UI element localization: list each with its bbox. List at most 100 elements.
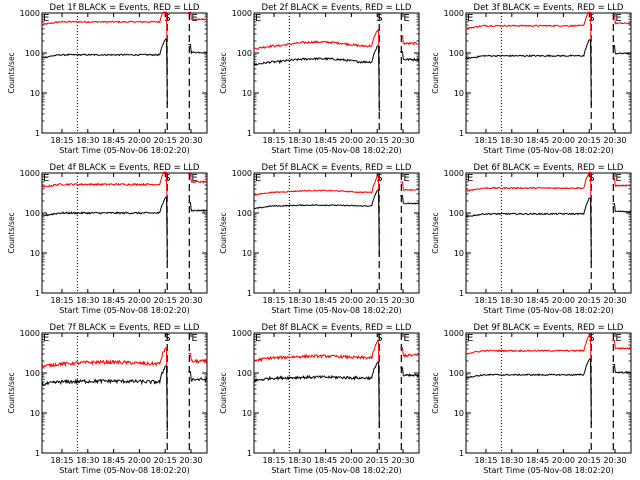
plot-frame xyxy=(253,172,420,294)
panel-title: Det 3f BLACK = Events, RED = LLD xyxy=(474,3,624,13)
x-tick-label: 20:30 xyxy=(603,296,626,305)
e-marker-label: E xyxy=(403,333,409,344)
e-marker-label: E xyxy=(615,173,621,184)
y-tick-label: 10 xyxy=(242,89,252,98)
e-marker-label: E xyxy=(615,13,621,24)
event-rate-series xyxy=(253,45,420,112)
lld-rate-series xyxy=(253,175,420,242)
x-axis-label: Start Time (05-Nov-08 18:02:20) xyxy=(271,146,401,155)
x-tick-label: 18:30 xyxy=(76,136,99,145)
x-tick-label: 20:00 xyxy=(552,296,575,305)
plot-frame xyxy=(253,12,420,134)
panel-2: Det 2f BLACK = Events, RED = LLD 1 10 100 10… xyxy=(219,3,420,155)
s-marker-label: S xyxy=(164,173,170,184)
panel-7: Det 7f BLACK = Events, RED = LLD 1 10 100 10… xyxy=(7,323,208,475)
event-rate-series xyxy=(253,361,420,428)
x-tick-label: 18:15 xyxy=(474,296,497,305)
x-tick-label: 18:15 xyxy=(50,456,73,465)
y-tick-label: 100 xyxy=(237,49,252,58)
x-tick-label: 18:15 xyxy=(262,296,285,305)
plot-frame xyxy=(41,12,208,134)
x-axis-label: Start Time (05-Nov-08 18:02:20) xyxy=(59,306,189,315)
x-axis-label: Start Time (05-Nov-08 18:02:20) xyxy=(483,466,613,475)
y-tick-label: 1000 xyxy=(20,169,40,178)
s-marker-label: S xyxy=(376,333,382,344)
x-tick-label: 18:45 xyxy=(102,136,125,145)
x-tick-label: 20:15 xyxy=(154,456,177,465)
y-tick-label: 1000 xyxy=(232,9,252,18)
x-tick-label: 20:00 xyxy=(128,456,151,465)
e-marker-label: E xyxy=(615,333,621,344)
x-tick-label: 20:30 xyxy=(391,296,414,305)
event-rate-series xyxy=(465,358,632,425)
y-tick-label: 1000 xyxy=(232,169,252,178)
x-tick-label: 20:00 xyxy=(552,456,575,465)
x-tick-label: 18:45 xyxy=(314,456,337,465)
x-tick-label: 20:00 xyxy=(340,296,363,305)
y-tick-label: 1000 xyxy=(444,169,464,178)
x-tick-label: 18:15 xyxy=(474,136,497,145)
x-tick-label: 18:45 xyxy=(314,296,337,305)
x-tick-label: 18:45 xyxy=(102,456,125,465)
panel-5: Det 5f BLACK = Events, RED = LLD 1 10 100 10… xyxy=(219,163,420,315)
panel-6: Det 6f BLACK = Events, RED = LLD 1 10 100 10… xyxy=(431,163,632,315)
x-tick-label: 18:30 xyxy=(76,296,99,305)
x-tick-label: 18:30 xyxy=(76,456,99,465)
plot-frame xyxy=(465,172,632,294)
e-marker-label: E xyxy=(467,173,473,184)
panel-9: Det 9f BLACK = Events, RED = LLD 1 10 100 10… xyxy=(431,323,632,475)
x-tick-label: 20:30 xyxy=(391,456,414,465)
x-tick-label: 20:15 xyxy=(578,456,601,465)
y-tick-label: 1 xyxy=(247,129,252,138)
y-tick-label: 100 xyxy=(449,369,464,378)
lld-rate-series xyxy=(41,347,208,414)
plot-frame xyxy=(41,332,208,454)
plot-frame xyxy=(465,12,632,134)
x-tick-label: 20:15 xyxy=(366,296,389,305)
lld-rate-series xyxy=(41,171,207,234)
e-marker-label: E xyxy=(403,13,409,24)
e-marker-label: E xyxy=(255,333,261,344)
x-tick-label: 18:30 xyxy=(288,136,311,145)
e-marker-label: E xyxy=(255,173,261,184)
s-marker-label: S xyxy=(588,173,594,184)
event-rate-series xyxy=(465,39,632,106)
x-tick-label: 20:30 xyxy=(179,456,202,465)
e-marker-label: E xyxy=(43,13,49,24)
x-axis-label: Start Time (05-Nov-08 18:02:20) xyxy=(483,306,613,315)
e-marker-label: E xyxy=(43,173,49,184)
y-tick-label: 100 xyxy=(449,49,464,58)
x-tick-label: 20:30 xyxy=(179,296,202,305)
lld-rate-series xyxy=(465,171,631,238)
x-tick-label: 20:15 xyxy=(366,456,389,465)
event-rate-series xyxy=(41,38,208,105)
lld-rate-series xyxy=(253,29,420,96)
y-axis-label: Counts/sec xyxy=(7,372,16,413)
y-tick-label: 1 xyxy=(247,289,252,298)
lld-rate-series xyxy=(465,11,632,76)
y-tick-label: 1 xyxy=(35,129,40,138)
event-rate-series xyxy=(253,189,420,256)
x-tick-label: 20:15 xyxy=(578,296,601,305)
x-tick-label: 20:15 xyxy=(366,136,389,145)
plot-frame xyxy=(41,172,208,294)
x-tick-label: 18:15 xyxy=(262,456,285,465)
x-tick-label: 18:45 xyxy=(314,136,337,145)
x-tick-label: 20:30 xyxy=(391,136,414,145)
panel-title: Det 1f BLACK = Events, RED = LLD xyxy=(50,3,200,13)
y-tick-label: 10 xyxy=(242,409,252,418)
e-marker-label: E xyxy=(467,333,473,344)
x-tick-label: 18:45 xyxy=(102,296,125,305)
lld-rate-series xyxy=(253,341,420,408)
s-marker-label: S xyxy=(588,333,594,344)
y-axis-label: Counts/sec xyxy=(219,372,228,413)
panel-title: Det 5f BLACK = Events, RED = LLD xyxy=(262,163,412,173)
x-tick-label: 18:30 xyxy=(500,296,523,305)
x-axis-label: Start Time (05-Nov-08 18:02:20) xyxy=(483,146,613,155)
panel-title: Det 2f BLACK = Events, RED = LLD xyxy=(262,3,412,13)
y-tick-label: 1 xyxy=(35,449,40,458)
panel-4: Det 4f BLACK = Events, RED = LLD 1 10 100 10… xyxy=(7,163,208,315)
e-marker-label: E xyxy=(255,13,261,24)
x-tick-label: 20:15 xyxy=(154,296,177,305)
